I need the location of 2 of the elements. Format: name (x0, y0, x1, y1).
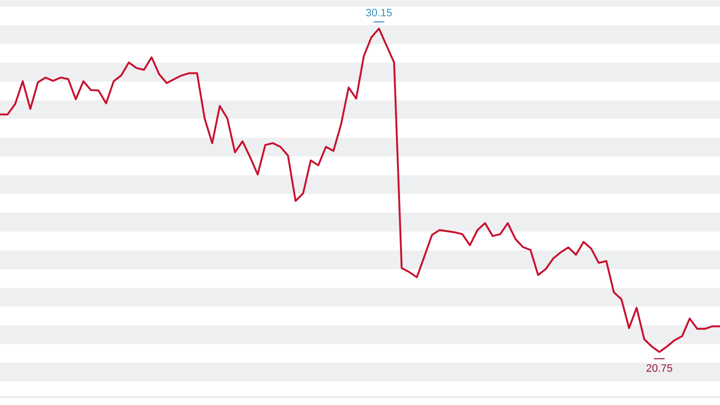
annotation: 30.15 (366, 8, 392, 16)
annotation: 20.75 (646, 364, 672, 372)
